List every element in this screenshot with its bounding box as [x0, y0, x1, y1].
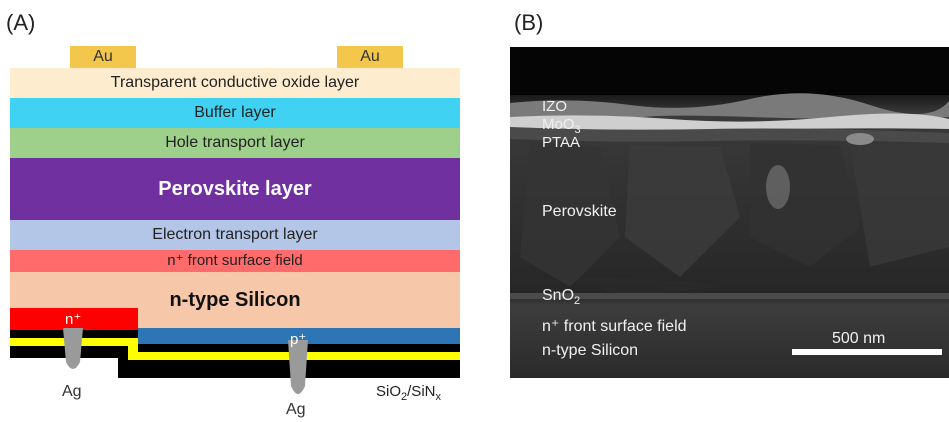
scale-bar-label: 500 nm — [832, 330, 886, 347]
au-contact-right: Au — [337, 46, 403, 68]
yellow-passivation-layer — [10, 338, 460, 360]
panel-a-label: (A) — [6, 10, 36, 35]
sem-micrograph — [510, 47, 949, 378]
ag-finger-right — [288, 340, 308, 394]
buffer-layer: Buffer layer — [10, 98, 460, 128]
ag-label-right: Ag — [286, 401, 306, 418]
n-plus-label: n⁺ — [65, 311, 82, 328]
ptaa-label: PTAA — [542, 134, 581, 151]
n-plus-region — [10, 308, 138, 330]
perovskite-label: Perovskite — [542, 203, 617, 220]
rear-contact-structure — [10, 308, 460, 394]
electron-transport-layer: Electron transport layer — [10, 220, 460, 250]
p-plus-region — [138, 328, 460, 344]
izo-label: IZO — [542, 98, 567, 115]
sno2-label: SnO2 — [542, 287, 581, 308]
tco-layer: Transparent conductive oxide layer — [10, 68, 460, 98]
perovskite-layer: Perovskite layer — [10, 158, 460, 220]
sem-cross-section-image — [510, 47, 949, 378]
ag-finger-left — [63, 328, 83, 369]
front-surface-field-label: n⁺ front surface field — [542, 318, 687, 335]
silicon-label: n-type Silicon — [542, 342, 639, 359]
p-plus-label: p⁺ — [290, 331, 307, 348]
front-surface-field-layer: n⁺ front surface field — [10, 250, 460, 272]
rear-black-layer — [10, 346, 460, 378]
hole-transport-layer: Hole transport layer — [10, 128, 460, 158]
scale-bar — [792, 349, 942, 355]
moo3-label: MoO3 — [542, 116, 581, 136]
panel-b-label: (B) — [514, 10, 544, 35]
au-contact-left: Au — [70, 46, 136, 68]
passivation-label: SiO2/SiNx — [376, 383, 441, 403]
ag-label-left: Ag — [62, 383, 82, 400]
